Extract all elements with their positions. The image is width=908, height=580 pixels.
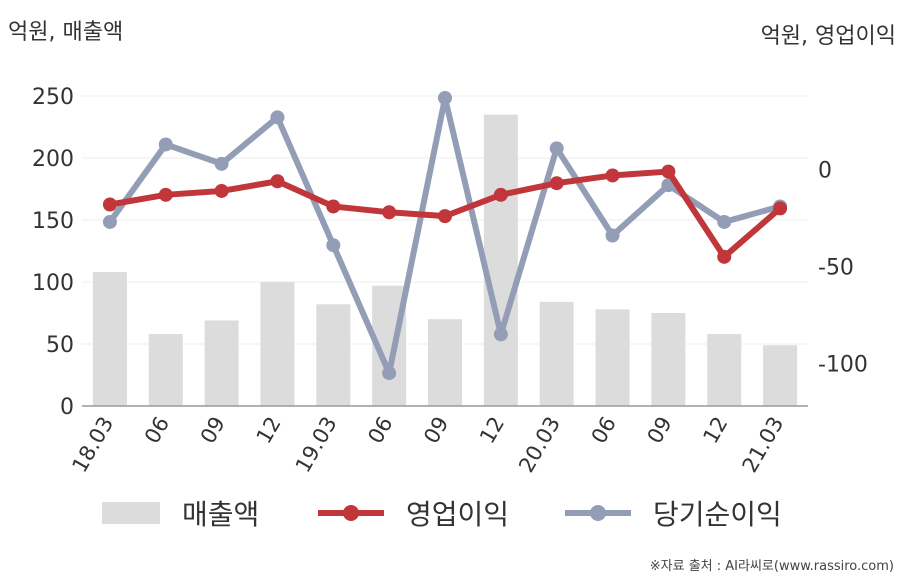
net-income-point [549, 141, 564, 156]
legend-label-revenue: 매출액 [182, 498, 260, 531]
net-income-point [326, 238, 341, 253]
right-tick-label: 0 [818, 159, 832, 184]
operating-profit-point [214, 183, 229, 198]
x-tick-label: 09 [196, 413, 230, 448]
revenue-bar [651, 313, 686, 406]
legend-label-net-income: 당기순이익 [653, 498, 782, 531]
legend-item-operating-profit: 영업이익 [318, 488, 509, 538]
legend-label-operating-profit: 영업이익 [406, 498, 510, 531]
revenue-bar [428, 319, 462, 406]
left-tick-label: 150 [32, 209, 74, 234]
legend-swatch-revenue [102, 502, 160, 524]
right-tick-label: -100 [818, 352, 868, 377]
left-axis-unit: 억원, 매출액 [8, 20, 124, 45]
legend: 매출액 영업이익 당기순이익 [0, 488, 908, 538]
x-tick-label: 18.03 [67, 413, 118, 477]
operating-profit-point [382, 205, 397, 220]
x-tick-label: 09 [419, 413, 453, 448]
legend-swatch-operating-profit [318, 502, 384, 524]
operating-profit-point [270, 174, 285, 189]
operating-profit-point [773, 201, 788, 216]
revenue-bar [595, 309, 630, 406]
left-tick-label: 0 [60, 395, 74, 420]
operating-profit-point [158, 187, 173, 202]
x-tick-label: 12 [475, 413, 509, 448]
left-tick-label: 100 [32, 271, 74, 296]
revenue-bars [92, 114, 798, 406]
revenue-bar [316, 304, 351, 406]
revenue-bar [707, 334, 742, 406]
operating-profit-point [102, 197, 117, 212]
net-income-point [382, 366, 397, 381]
net-income-point [438, 90, 452, 105]
source-note: ※자료 출처 : AI라씨로(www.rassiro.com) [649, 559, 894, 574]
legend-item-revenue: 매출액 [102, 488, 259, 538]
operating-profit-point [717, 249, 732, 264]
net-income-point [493, 327, 508, 342]
x-tick-label: 19.03 [291, 413, 342, 477]
x-tick-label: 06 [587, 413, 621, 448]
revenue-bar [539, 301, 574, 406]
revenue-bar [483, 114, 518, 406]
net-income-point [717, 214, 732, 229]
net-income-point [214, 156, 229, 171]
legend-item-net-income: 당기순이익 [565, 488, 782, 538]
net-income-point [270, 110, 285, 125]
revenue-bar [204, 320, 239, 406]
operating-profit-point [661, 164, 676, 179]
x-tick-label: 21.03 [738, 413, 789, 477]
operating-profit-point [438, 209, 452, 224]
left-tick-label: 200 [32, 147, 74, 172]
left-tick-label: 50 [46, 333, 74, 358]
legend-swatch-net-income [565, 502, 631, 524]
left-tick-label: 250 [32, 85, 74, 110]
x-tick-label: 12 [252, 413, 286, 448]
right-tick-label: -50 [818, 256, 854, 281]
net-income-point [102, 214, 117, 229]
revenue-bar [148, 334, 183, 406]
net-income-point [158, 137, 173, 152]
revenue-bar [92, 272, 127, 406]
x-tick-label: 06 [140, 413, 174, 448]
x-tick-label: 20.03 [514, 413, 565, 477]
x-tick-label: 06 [363, 413, 397, 448]
operating-profit-point [549, 176, 564, 191]
operating-profit-point [605, 168, 620, 183]
revenue-bar [763, 345, 798, 406]
net-income-point [605, 228, 620, 243]
revenue-bar [260, 282, 295, 406]
operating-profit-point [493, 187, 508, 202]
x-tick-label: 12 [698, 413, 732, 448]
operating-profit-point [326, 199, 341, 214]
x-tick-label: 09 [643, 413, 677, 448]
right-axis-unit: 억원, 영업이익 [760, 24, 896, 49]
profit-lines [102, 90, 788, 381]
